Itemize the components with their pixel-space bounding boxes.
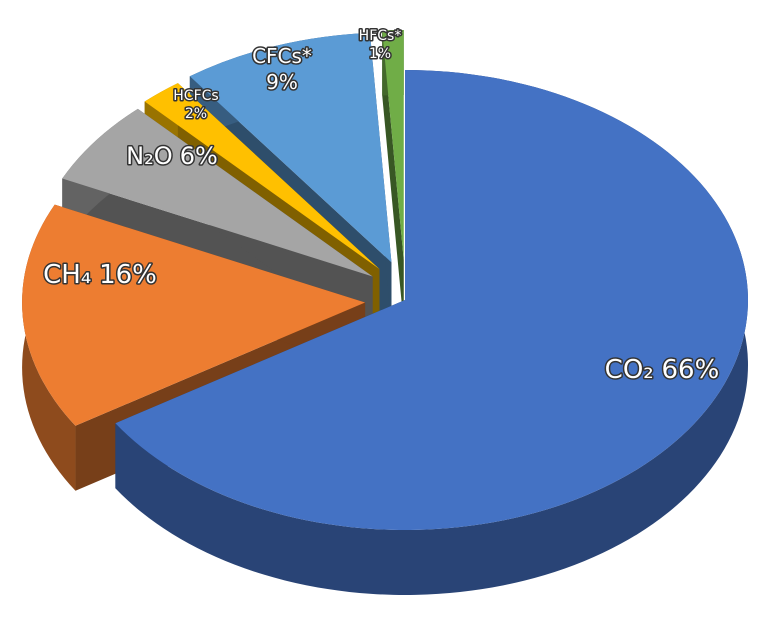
slice-label: CH₄ 16%: [43, 260, 157, 290]
value-label: 9%: [266, 70, 298, 94]
value-label: 6%: [180, 142, 218, 170]
slice-side: [382, 30, 404, 326]
category-label: CH₄: [43, 260, 91, 290]
slice: [382, 30, 404, 261]
value-label: 16%: [99, 260, 157, 290]
value-label: 2%: [185, 106, 207, 122]
category-label: CO₂: [605, 355, 654, 385]
slice: [144, 83, 380, 270]
value-label: 66%: [662, 355, 720, 385]
slice: [115, 70, 749, 530]
category-label: CFCs*: [252, 44, 312, 68]
category-label: HFCs*: [359, 28, 402, 44]
slice: [189, 32, 392, 263]
slice-label: HFCs* 1%: [359, 28, 402, 62]
slice: [62, 108, 373, 277]
value-label: 1%: [369, 46, 391, 62]
slice: [22, 204, 366, 426]
slice-label: N₂O 6%: [126, 142, 218, 170]
slice-label: HCFCs 2%: [173, 88, 218, 122]
category-label: N₂O: [126, 142, 172, 170]
slice-label: CO₂ 66%: [605, 355, 720, 385]
category-label: HCFCs: [173, 88, 218, 104]
slice-label: CFCs* 9%: [252, 44, 312, 94]
